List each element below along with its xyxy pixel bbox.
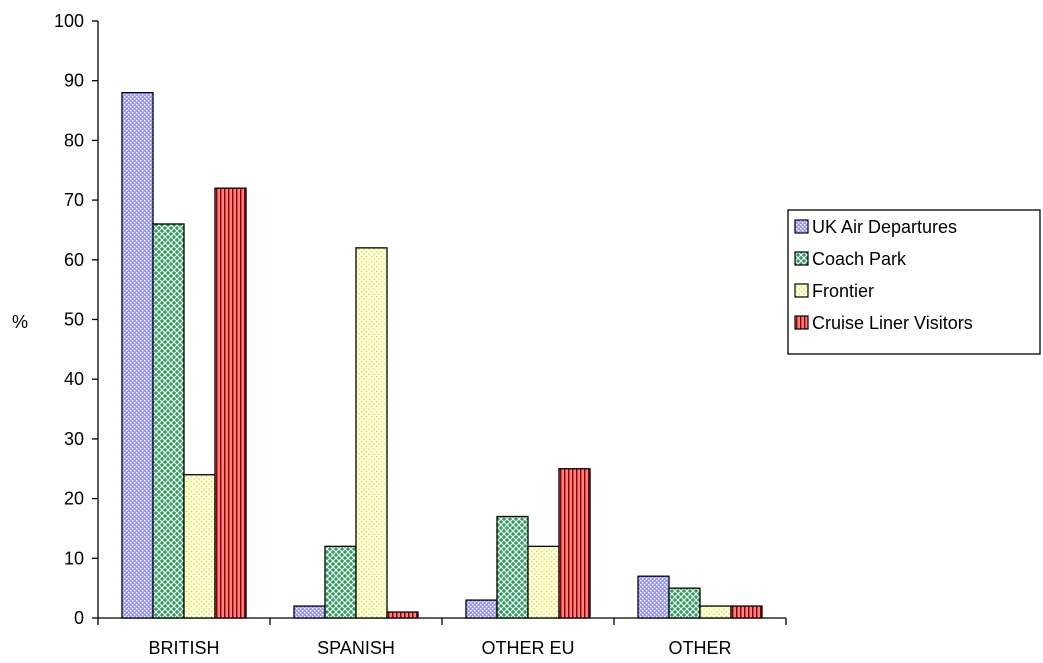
bar-frontier-other bbox=[699, 605, 732, 619]
bar-coach-park-spanish bbox=[324, 545, 357, 619]
y-axis: 0 10 20 30 40 50 60 70 80 90 100 bbox=[54, 11, 99, 628]
y-tick-label: 100 bbox=[54, 11, 84, 31]
y-axis-label: % bbox=[12, 312, 28, 332]
y-tick-label: 90 bbox=[64, 71, 84, 91]
y-tick-label: 0 bbox=[74, 608, 84, 628]
bar-cruise-liner-visitors-british bbox=[214, 187, 247, 619]
bar-coach-park-british bbox=[152, 223, 185, 619]
legend-swatch bbox=[794, 219, 809, 234]
y-tick-label: 80 bbox=[64, 130, 84, 150]
legend-label: Coach Park bbox=[812, 249, 907, 269]
bars bbox=[121, 91, 763, 619]
bar-cruise-liner-visitors-spanish bbox=[386, 611, 419, 619]
bar-cruise-liner-visitors-other-eu bbox=[558, 468, 591, 619]
x-category-label: OTHER EU bbox=[481, 638, 574, 658]
bar-frontier-british bbox=[183, 474, 216, 619]
bar-frontier-spanish bbox=[355, 247, 388, 619]
bar-uk-air-departures-spanish bbox=[293, 605, 326, 619]
y-tick-label: 10 bbox=[64, 548, 84, 568]
x-category-label: BRITISH bbox=[148, 638, 219, 658]
y-tick-label: 60 bbox=[64, 250, 84, 270]
y-tick-label: 40 bbox=[64, 369, 84, 389]
bar-uk-air-departures-british bbox=[121, 91, 154, 619]
legend-swatch bbox=[794, 283, 809, 298]
legend-box bbox=[787, 209, 1041, 355]
legend-label: UK Air Departures bbox=[812, 217, 957, 237]
legend: UK Air Departures Coach Park Frontier Cruis… bbox=[787, 209, 1041, 355]
bar-coach-park-other-eu bbox=[496, 515, 529, 619]
legend-swatch bbox=[794, 315, 809, 330]
y-tick-label: 20 bbox=[64, 489, 84, 509]
x-axis: BRITISH SPANISH OTHER EU OTHER bbox=[97, 617, 787, 658]
x-category-label: OTHER bbox=[669, 638, 732, 658]
bar-cruise-liner-visitors-other bbox=[730, 605, 763, 619]
y-tick-label: 70 bbox=[64, 190, 84, 210]
x-category-label: SPANISH bbox=[317, 638, 395, 658]
bar-frontier-other-eu bbox=[527, 545, 560, 619]
bar-uk-air-departures-other bbox=[637, 575, 670, 619]
bar-coach-park-other bbox=[668, 587, 701, 619]
y-tick-label: 50 bbox=[64, 310, 84, 330]
legend-swatch bbox=[794, 251, 809, 266]
legend-label: Frontier bbox=[812, 281, 874, 301]
y-tick-label: 30 bbox=[64, 429, 84, 449]
bar-uk-air-departures-other-eu bbox=[465, 599, 498, 619]
legend-label: Cruise Liner Visitors bbox=[812, 313, 973, 333]
